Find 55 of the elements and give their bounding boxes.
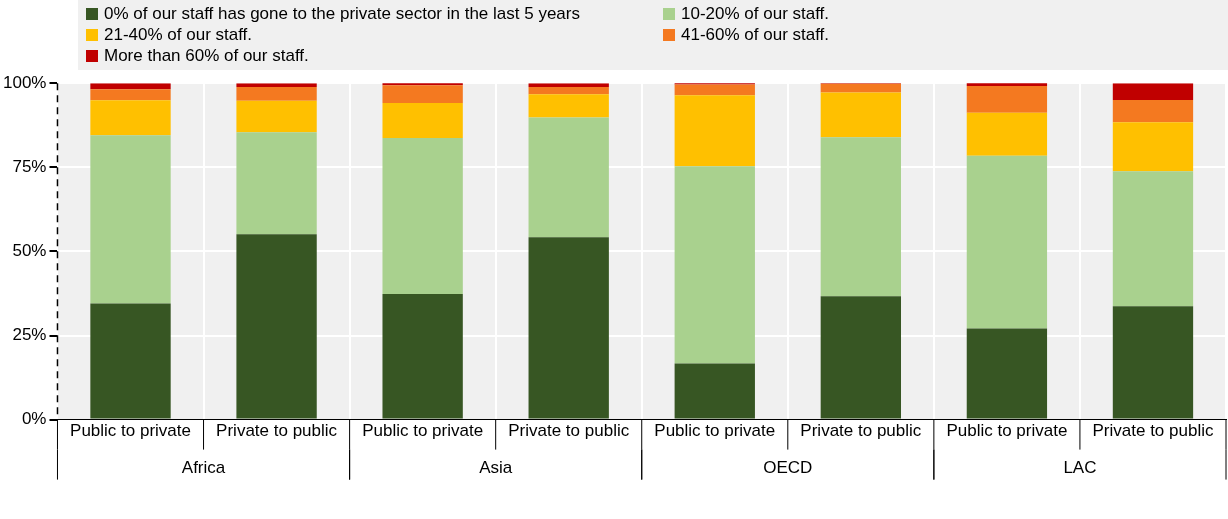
y-tick-label: 100% — [3, 72, 47, 92]
bar — [1112, 306, 1194, 419]
y-tick-label: 25% — [12, 325, 47, 345]
bar — [1112, 100, 1194, 123]
text: LAC — [1063, 458, 1097, 478]
x-tick-label: Private to public — [216, 421, 338, 441]
legend-label: 21-40% of our staff. — [104, 25, 253, 45]
bar — [674, 166, 755, 364]
text: Africa — [181, 458, 226, 478]
x-tick-label: Private to public — [1092, 421, 1214, 441]
bar — [966, 328, 1048, 419]
bar — [528, 117, 609, 238]
legend-label: 0% of our staff has gone to the private sector in the last 5 years — [104, 4, 580, 24]
bar — [236, 86, 317, 101]
legend-label: 10-20% of our staff. — [681, 4, 830, 24]
x-tick-label: Public to private — [946, 421, 1068, 441]
text: OECD — [763, 458, 813, 478]
y-tick-label: 75% — [12, 156, 47, 176]
text: Asia — [479, 458, 513, 478]
y-tick-label: 0% — [21, 409, 47, 429]
bar — [90, 89, 171, 101]
x-tick-label: Public to private — [654, 421, 776, 441]
bar — [1112, 171, 1194, 307]
bar — [674, 84, 755, 96]
bar — [382, 138, 463, 295]
bar — [236, 234, 317, 419]
bar — [1112, 83, 1194, 101]
x-tick-label: Public to private — [362, 421, 484, 441]
x-tick-label: Private to public — [508, 421, 630, 441]
bar — [528, 237, 609, 419]
bar — [820, 92, 902, 138]
bar — [966, 155, 1048, 329]
y-tick-label: 50% — [12, 241, 47, 261]
legend-label: More than 60% of our staff. — [104, 46, 309, 66]
bar — [236, 132, 317, 235]
bar — [966, 85, 1048, 113]
bar — [528, 86, 609, 95]
bar — [90, 303, 171, 419]
bar — [382, 103, 463, 139]
bar — [820, 137, 902, 297]
x-tick-label: Private to public — [800, 421, 922, 441]
bar — [820, 83, 902, 93]
bar — [1112, 122, 1194, 172]
legend-label: 41-60% of our staff. — [681, 25, 830, 45]
bar — [674, 363, 755, 419]
bar — [90, 135, 171, 304]
bar — [382, 85, 463, 104]
bar — [820, 296, 902, 419]
x-tick-label: Public to private — [70, 421, 191, 441]
bar — [674, 95, 755, 167]
bar — [528, 94, 609, 118]
bar — [966, 112, 1048, 156]
bar — [382, 294, 463, 419]
bar — [236, 100, 317, 133]
bar — [90, 100, 171, 136]
